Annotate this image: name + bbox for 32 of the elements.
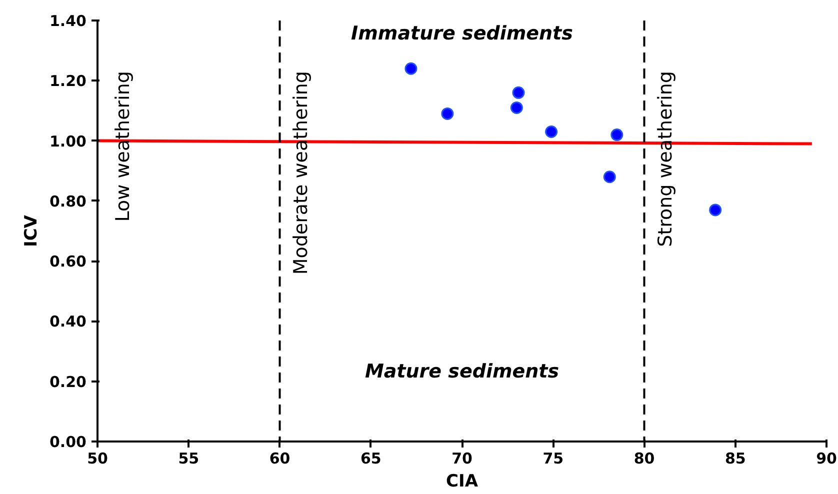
- x-tick-label: 75: [542, 450, 564, 468]
- point: [610, 128, 624, 142]
- y-tick-label: 0.00: [49, 433, 87, 451]
- y-tick-label: 1.20: [49, 72, 87, 90]
- point: [512, 86, 525, 99]
- y-tick-label: 0.80: [49, 192, 87, 210]
- point: [441, 107, 454, 120]
- y-tick-label: 0.60: [49, 252, 87, 271]
- point: [709, 204, 722, 216]
- x-tick-label: 65: [360, 450, 382, 468]
- x-tick-label: 90: [816, 450, 837, 468]
- annotation: Immature sediments: [351, 22, 573, 45]
- x-axis-title: CIA: [446, 472, 479, 492]
- ref-line-label: Strong weathering: [654, 71, 676, 247]
- x-tick-label: 60: [269, 450, 290, 468]
- y-tick-label: 1.00: [49, 132, 87, 150]
- point: [510, 101, 523, 114]
- annotation: Low weathering: [112, 71, 134, 222]
- x-tick-label: 55: [178, 450, 200, 468]
- ref-line-label: Moderate weathering: [290, 71, 312, 275]
- x-tick-label: 50: [87, 450, 108, 468]
- y-tick-label: 0.20: [49, 372, 87, 391]
- point: [603, 170, 616, 184]
- point: [545, 126, 558, 138]
- annotation: Mature sediments: [364, 360, 560, 383]
- x-tick-label: 80: [634, 450, 655, 468]
- y-axis-title: ICV: [21, 214, 42, 247]
- y-tick-label: 1.40: [49, 12, 87, 30]
- x-tick-label: 85: [724, 450, 746, 468]
- point: [404, 62, 418, 75]
- x-tick-label: 70: [452, 450, 472, 468]
- y-tick-label: 0.40: [49, 312, 87, 331]
